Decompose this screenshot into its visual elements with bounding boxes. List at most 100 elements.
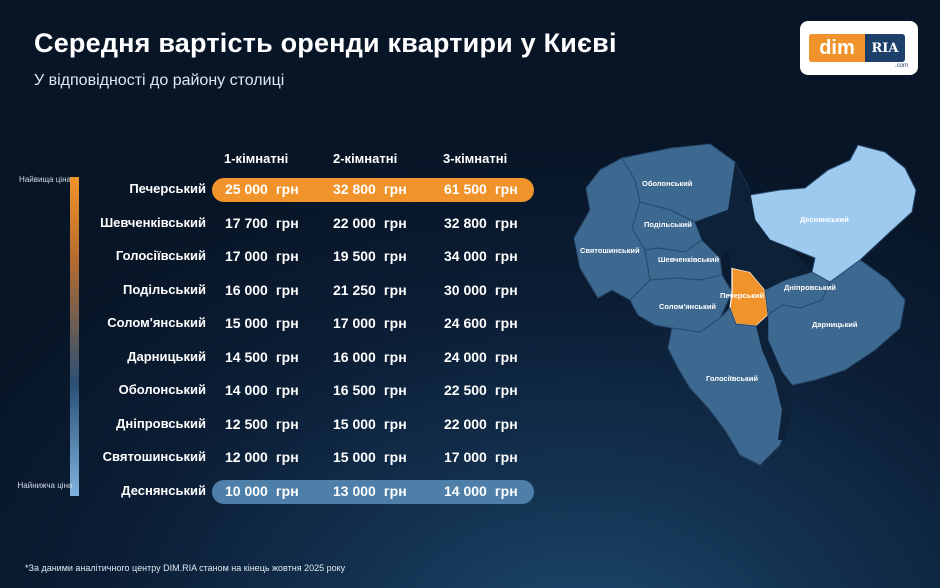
price-value: 16 000 — [225, 281, 268, 298]
currency-label: грн — [383, 449, 407, 465]
currency-label: грн — [383, 482, 407, 499]
column-header-1-room: 1-кімнатні — [224, 151, 289, 166]
source-footnote: *За даними аналітичного центру DIM.RIA с… — [25, 563, 346, 573]
price-value: 16 000 — [333, 348, 376, 365]
logo-com-suffix: .com — [894, 63, 908, 69]
price-cell: 15 000 грн — [333, 449, 407, 465]
map-label-pecherskyi: Печерський — [720, 291, 765, 300]
price-cell: 25 000 грн — [225, 181, 299, 197]
currency-label: грн — [275, 248, 299, 264]
price-cell: 19 500 грн — [333, 248, 407, 264]
price-cell: 32 800 грн — [333, 181, 407, 197]
map-label-dniprovskyi: Дніпровський — [784, 283, 836, 292]
district-name: Шевченківський — [100, 214, 206, 230]
currency-label: грн — [494, 248, 518, 264]
map-district-solomianskyi[interactable] — [629, 274, 733, 333]
currency-label: грн — [383, 382, 407, 398]
price-value: 30 000 — [444, 281, 487, 298]
table-row: Святошинський 12 000 грн 15 000 грн 17 000 грн — [0, 449, 540, 473]
price-cell: 15 000 грн — [225, 315, 299, 331]
dnipro-river-south — [756, 315, 792, 440]
district-name: Подільський — [123, 281, 206, 297]
currency-label: грн — [275, 482, 299, 499]
price-value: 17 000 — [333, 315, 376, 331]
price-value: 15 000 — [225, 315, 268, 331]
price-cell: 16 000 грн — [333, 349, 407, 365]
price-value: 19 500 — [333, 248, 376, 264]
table-row: Дарницький 14 500 грн 16 000 грн 24 000 грн — [0, 349, 540, 373]
district-name: Голосіївський — [115, 248, 206, 263]
price-value: 21 250 — [333, 281, 376, 298]
table-row: Голосіївський 17 000 грн 19 500 грн 34 000 грн — [0, 248, 540, 272]
price-cell: 17 000 грн — [225, 248, 299, 264]
price-cell: 61 500 грн — [444, 181, 518, 197]
price-value: 17 700 — [225, 214, 268, 231]
price-cell: 22 500 грн — [444, 382, 518, 398]
map-label-holosiivskyi: Голосіївський — [706, 374, 758, 383]
currency-label: грн — [383, 348, 407, 365]
price-cell: 15 000 грн — [333, 416, 407, 432]
price-cell: 22 000 грн — [444, 416, 518, 432]
currency-label: грн — [275, 281, 299, 298]
price-value: 10 000 — [225, 482, 268, 499]
highest-price-highlight — [212, 178, 534, 202]
table-row: Оболонський 14 000 грн 16 500 грн 22 500 грн — [0, 382, 540, 406]
map-label-darnytskyi: Дарницький — [812, 320, 858, 329]
price-value: 14 000 — [444, 482, 487, 499]
legend-lowest-label: Найнижча ціна — [17, 481, 73, 490]
price-value: 17 000 — [225, 248, 268, 264]
price-cell: 12 000 грн — [225, 449, 299, 465]
table-row: Подільський 16 000 грн 21 250 грн 30 000 грн — [0, 282, 540, 306]
price-cell: 34 000 грн — [444, 248, 518, 264]
currency-label: грн — [494, 281, 518, 298]
dimria-logo[interactable]: dim RIA .com — [800, 21, 918, 75]
price-cell: 16 500 грн — [333, 382, 407, 398]
price-gradient-legend — [70, 177, 79, 496]
price-cell: 24 600 грн — [444, 315, 518, 331]
table-row: Печерський 25 000 грн 32 800 грн 61 500 грн — [0, 178, 540, 205]
currency-label: грн — [275, 348, 299, 365]
currency-label: грн — [494, 449, 518, 465]
currency-label: грн — [275, 382, 299, 398]
price-cell: 17 000 грн — [444, 449, 518, 465]
currency-label: грн — [275, 449, 299, 465]
price-value: 16 500 — [333, 382, 376, 398]
price-cell: 30 000 грн — [444, 282, 518, 298]
kyiv-districts-map: Оболонський Подільський Деснянський Свят… — [573, 143, 917, 466]
currency-label: грн — [383, 315, 407, 331]
price-value: 22 000 — [333, 214, 376, 231]
price-cell: 14 500 грн — [225, 349, 299, 365]
price-cell: 14 000 грн — [444, 483, 518, 499]
currency-label: грн — [494, 382, 518, 398]
currency-label: грн — [494, 315, 518, 331]
map-label-obolonskyi: Оболонський — [642, 179, 693, 188]
map-label-solomianskyi: Солом'янський — [659, 302, 716, 311]
district-name: Деснянський — [121, 482, 206, 498]
price-cell: 17 000 грн — [333, 315, 407, 331]
logo-ria-part: RIA — [865, 34, 905, 62]
price-cell: 13 000 грн — [333, 483, 407, 499]
legend-highest-label: Найвища ціна — [19, 175, 71, 184]
price-cell: 21 250 грн — [333, 282, 407, 298]
currency-label: грн — [275, 214, 299, 231]
map-label-shevchenkivskyi: Шевченківський — [658, 255, 719, 264]
price-cell: 16 000 грн — [225, 282, 299, 298]
page-subtitle: У відповідності до району столиці — [34, 72, 285, 89]
district-name: Дніпровський — [116, 415, 206, 431]
district-name: Солом'янський — [107, 315, 206, 330]
table-row: Дніпровський 12 500 грн 15 000 грн 22 000 грн — [0, 416, 540, 440]
district-name: Дарницький — [127, 348, 206, 364]
price-value: 12 000 — [225, 449, 268, 465]
currency-label: грн — [275, 415, 299, 432]
price-value: 34 000 — [444, 248, 487, 264]
page-title: Середня вартість оренди квартири у Києві — [34, 28, 617, 58]
currency-label: грн — [494, 348, 518, 365]
currency-label: грн — [494, 482, 518, 499]
currency-label: грн — [383, 248, 407, 264]
price-value: 17 000 — [444, 449, 487, 465]
map-label-sviatoshynskyi: Святошинський — [580, 246, 640, 255]
price-cell: 14 000 грн — [225, 382, 299, 398]
column-header-3-room: 3-кімнатні — [443, 151, 508, 166]
table-row: Шевченківський 17 700 грн 22 000 грн 32 800 гр… — [0, 215, 540, 239]
table-row: Солом'янський 15 000 грн 17 000 грн 24 600 грн — [0, 315, 540, 339]
